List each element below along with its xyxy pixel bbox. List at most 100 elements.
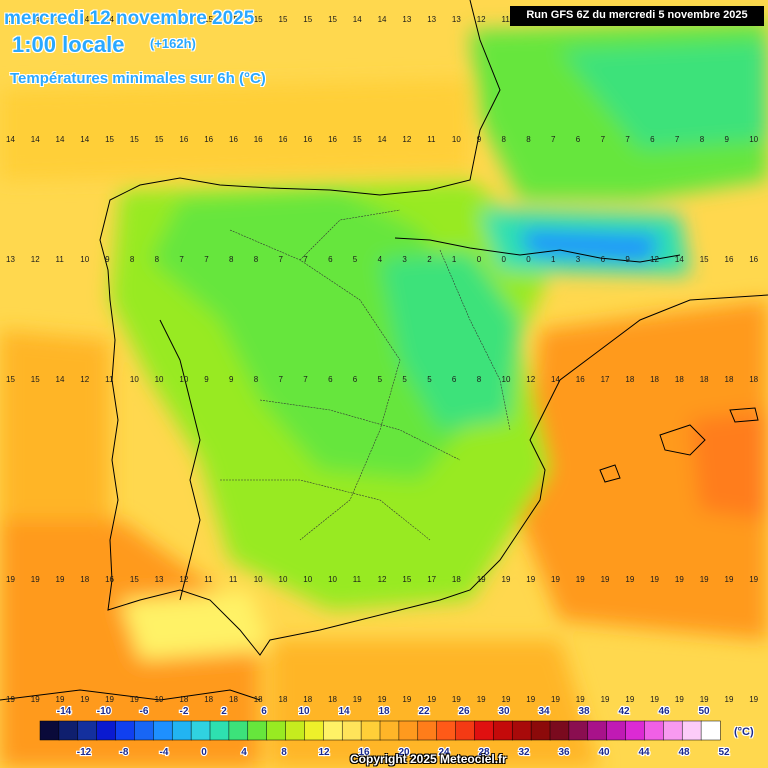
grid-value: 5 <box>378 375 383 384</box>
legend-top-label: 38 <box>578 706 590 717</box>
grid-value: 15 <box>402 575 411 584</box>
france-cool-zone <box>560 40 768 150</box>
grid-value: 17 <box>427 575 436 584</box>
grid-value: 12 <box>31 255 40 264</box>
grid-value: 19 <box>31 695 40 704</box>
legend-bottom-label: 36 <box>558 747 570 758</box>
legend-swatch <box>285 720 306 741</box>
grid-value: 15 <box>155 15 164 24</box>
grid-value: 19 <box>452 695 461 704</box>
legend-bottom-label: 32 <box>518 747 530 758</box>
grid-value: 10 <box>502 375 511 384</box>
grid-value: 12 <box>179 575 188 584</box>
grid-value: 9 <box>105 255 110 264</box>
grid-value: 12 <box>80 375 89 384</box>
grid-value: 15 <box>700 255 709 264</box>
grid-value: 12 <box>477 15 486 24</box>
grid-value: 18 <box>229 695 238 704</box>
legend-swatch <box>644 720 664 741</box>
grid-value: 3 <box>402 255 407 264</box>
mallorca-coast <box>659 424 706 456</box>
grid-value: 3 <box>576 255 581 264</box>
grid-value: 8 <box>526 135 531 144</box>
grid-value: 19 <box>601 575 610 584</box>
grid-value: 13 <box>452 15 461 24</box>
region-border-5 <box>439 249 511 431</box>
grid-value: 15 <box>105 135 114 144</box>
legend-top-label: 30 <box>498 706 510 717</box>
region-borders <box>220 209 511 541</box>
legend-bottom-label: 44 <box>638 747 650 758</box>
grid-value: 19 <box>477 575 486 584</box>
grid-value: 11 <box>229 575 238 584</box>
grid-value: 0 <box>477 255 482 264</box>
grid-value: 14 <box>105 15 114 24</box>
grid-value: 14 <box>353 15 362 24</box>
legend-top-label: 2 <box>221 706 227 717</box>
grid-value: 9 <box>625 255 630 264</box>
forecast-time: 1:00 locale <box>12 32 125 57</box>
bay-of-biscay-zone <box>0 80 470 180</box>
grid-value: 7 <box>279 375 284 384</box>
legend-top-label: -2 <box>180 706 189 717</box>
grid-value: 15 <box>204 15 213 24</box>
grid-value: 16 <box>749 255 758 264</box>
grid-value: 1 <box>452 255 457 264</box>
legend-bottom-label: 48 <box>678 747 690 758</box>
grid-value: 10 <box>303 575 312 584</box>
grid-value: 16 <box>576 375 585 384</box>
forecast-offset: (+162h) <box>150 36 196 51</box>
grid-value: 16 <box>303 135 312 144</box>
grid-value: 14 <box>130 15 139 24</box>
grid-value: 14 <box>31 135 40 144</box>
grid-value: 12 <box>526 375 535 384</box>
grid-value: 18 <box>204 695 213 704</box>
grid-value: 14 <box>80 135 89 144</box>
grid-value: 14 <box>56 375 65 384</box>
grid-value: 16 <box>328 135 337 144</box>
grid-value: 8 <box>477 375 482 384</box>
grid-value: 6 <box>601 255 606 264</box>
legend-bottom-label: 52 <box>718 747 730 758</box>
grid-value: 13 <box>402 15 411 24</box>
grid-value: 15 <box>6 375 15 384</box>
grid-value: 11 <box>105 375 114 384</box>
grid-value: 19 <box>749 575 758 584</box>
grid-value: 6 <box>353 375 358 384</box>
grid-value: 6 <box>576 135 581 144</box>
grid-value: 12 <box>402 135 411 144</box>
grid-value: 15 <box>179 15 188 24</box>
legend-swatch <box>436 720 457 741</box>
map-subtitle: Températures minimales sur 6h (°C) <box>10 70 266 87</box>
grid-value: 10 <box>749 135 758 144</box>
grid-value: 10 <box>155 375 164 384</box>
legend-swatch <box>134 720 154 741</box>
grid-value: 11 <box>56 255 65 264</box>
southwest-sea-zone <box>0 520 260 768</box>
legend-top-label: 14 <box>338 706 350 717</box>
grid-value: 13 <box>155 575 164 584</box>
grid-value: 14 <box>551 375 560 384</box>
legend-swatch <box>77 720 98 741</box>
grid-value: 7 <box>551 135 556 144</box>
grid-value: 13 <box>6 255 15 264</box>
grid-value: 15 <box>303 15 312 24</box>
color-legend: -14 -10 -6 -2 2 6 10 14 18 22 26 30 34 38 42 46 50 -12 -8… <box>39 705 731 759</box>
grid-value: 7 <box>601 135 606 144</box>
grid-value: 16 <box>254 135 263 144</box>
legend-swatch <box>511 720 532 741</box>
legend-top-label: -14 <box>57 706 72 717</box>
legend-swatch <box>341 720 362 741</box>
grid-value: 7 <box>303 255 308 264</box>
grid-value: 7 <box>675 135 680 144</box>
legend-bottom-label: 8 <box>281 747 287 758</box>
grid-value: 19 <box>625 575 634 584</box>
legend-swatch <box>190 720 211 741</box>
grid-value: 19 <box>725 695 734 704</box>
legend-bottom-label: 40 <box>598 747 610 758</box>
legend-swatch <box>455 720 476 741</box>
legend-swatch <box>171 720 192 741</box>
grid-value: 18 <box>328 695 337 704</box>
grid-value: 19 <box>675 575 684 584</box>
grid-value: 18 <box>749 375 758 384</box>
